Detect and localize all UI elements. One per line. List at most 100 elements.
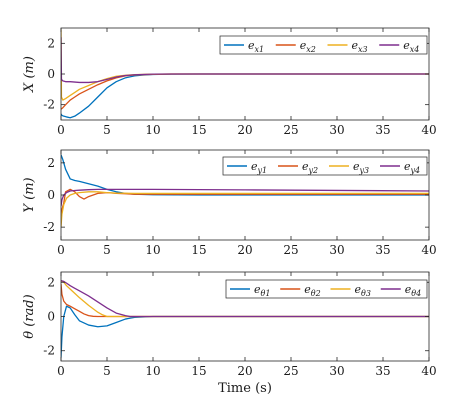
- legend-label-base: e: [248, 39, 255, 52]
- y-axis-title-unit: (rad): [22, 294, 37, 326]
- y-axis-title: Y (m): [22, 177, 37, 212]
- y-axis-title-var: Y: [22, 203, 37, 213]
- y-tick-label: 0: [47, 67, 55, 81]
- legend-label-4: ex4: [403, 39, 419, 54]
- legend-label-base: e: [304, 283, 311, 296]
- x-tick-label: 40: [421, 123, 436, 137]
- series-group: [61, 279, 429, 358]
- x-tick-label: 20: [237, 243, 252, 257]
- x-tick-label: 0: [57, 364, 65, 378]
- x-tick-label: 0: [57, 243, 65, 257]
- legend-label-base: e: [404, 160, 411, 173]
- x-tick-label: 10: [145, 243, 160, 257]
- legend-label-sub: x2: [306, 45, 316, 54]
- series-group: [61, 29, 429, 119]
- legend-label-sub: x1: [255, 45, 265, 54]
- legend: eθ1 eθ2 eθ3 eθ4: [225, 279, 428, 299]
- legend-label-base: e: [405, 283, 412, 296]
- y-tick-label: -2: [43, 344, 55, 358]
- x-tick-label: 30: [329, 364, 344, 378]
- y-tick-label: 2: [47, 156, 55, 170]
- legend-label-base: e: [355, 283, 362, 296]
- legend-label-sub: θ1: [261, 289, 271, 298]
- x-tick-label: 15: [191, 364, 206, 378]
- legend-label-3: eθ3: [355, 283, 371, 298]
- x-tick-label: 15: [191, 123, 206, 137]
- series-line-2: [61, 283, 429, 318]
- y-axis-title-var: X: [22, 82, 37, 93]
- x-tick-label: 5: [103, 243, 111, 257]
- x-tick-label: 40: [421, 364, 436, 378]
- legend-label-4: eθ4: [405, 283, 421, 298]
- x-tick-label: 15: [191, 243, 206, 257]
- series-line-4: [61, 279, 429, 318]
- y-tick-label: -2: [43, 220, 55, 234]
- x-tick-label: 25: [283, 123, 298, 137]
- x-tick-label: 35: [375, 243, 390, 257]
- x-tick-label: 0: [57, 123, 65, 137]
- legend: ey1 ey2 ey3 ey4: [222, 156, 428, 176]
- legend-label-sub: θ4: [411, 289, 421, 298]
- y-tick-label: 2: [47, 275, 55, 289]
- x-tick-label: 10: [145, 123, 160, 137]
- legend-box: [222, 156, 428, 176]
- x-tick-label: 20: [237, 123, 252, 137]
- legend-label-sub: y4: [410, 166, 421, 175]
- x-tick-label: 5: [103, 364, 111, 378]
- y-axis-title: X (m): [22, 56, 37, 93]
- series-line-1: [61, 73, 429, 119]
- legend-label-base: e: [254, 283, 261, 296]
- legend-label-3: ex3: [352, 39, 368, 54]
- x-tick-label: 30: [329, 123, 344, 137]
- series-line-1: [61, 305, 429, 358]
- x-tick-label: 5: [103, 123, 111, 137]
- legend-label-1: ey1: [251, 160, 267, 175]
- legend-label-sub: x4: [410, 45, 420, 54]
- y-tick-label: 0: [47, 188, 55, 202]
- y-tick-label: 0: [47, 310, 55, 324]
- legend-label-1: eθ1: [254, 283, 270, 298]
- x-tick-label: 25: [283, 364, 298, 378]
- legend-label-3: ey3: [353, 160, 369, 175]
- x-tick-label: 20: [237, 364, 252, 378]
- legend-box: [219, 35, 428, 55]
- x-tick-label: 35: [375, 364, 390, 378]
- legend-box: [225, 279, 428, 299]
- series-group: [61, 154, 429, 228]
- x-tick-label: 10: [145, 364, 160, 378]
- y-axis-title: θ (rad): [22, 294, 37, 338]
- series-line-3: [61, 191, 429, 228]
- legend-label-base: e: [300, 39, 307, 52]
- y-tick-label: -2: [43, 98, 55, 112]
- legend-label-sub: y1: [257, 166, 268, 175]
- legend-label-sub: y3: [359, 166, 370, 175]
- x-tick-label: 25: [283, 243, 298, 257]
- legend: ex1 ex2 ex3 ex4: [219, 35, 428, 55]
- legend-label-base: e: [251, 160, 258, 173]
- series-line-4: [61, 37, 429, 84]
- x-tick-label: 35: [375, 123, 390, 137]
- x-tick-label: 30: [329, 243, 344, 257]
- legend-label-1: ex1: [248, 39, 264, 54]
- legend-label-base: e: [353, 160, 360, 173]
- legend-label-base: e: [352, 39, 359, 52]
- legend-label-sub: y2: [308, 166, 319, 175]
- legend-label-sub: x3: [358, 45, 368, 54]
- legend-label-base: e: [302, 160, 309, 173]
- y-axis-title-var: θ: [22, 331, 37, 339]
- legend-label-base: e: [403, 39, 410, 52]
- y-tick-label: 2: [47, 36, 55, 50]
- legend-label-sub: θ2: [311, 289, 321, 298]
- legend-label-2: ex2: [300, 39, 316, 54]
- legend-label-sub: θ3: [361, 289, 371, 298]
- legend-label-2: eθ2: [304, 283, 320, 298]
- legend-label-2: ey2: [302, 160, 318, 175]
- y-axis-title-unit: (m): [22, 177, 37, 199]
- series-line-2: [61, 73, 429, 110]
- series-line-4: [61, 188, 429, 207]
- legend-label-4: ey4: [404, 160, 420, 175]
